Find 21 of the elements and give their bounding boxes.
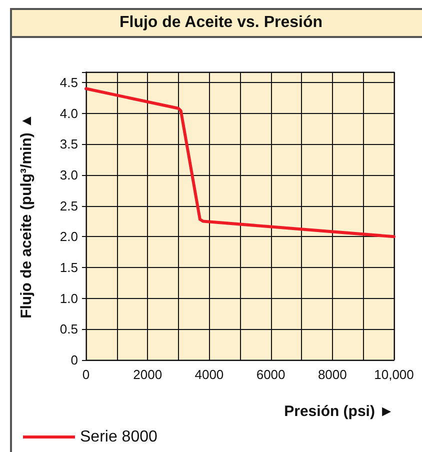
- y-tick-label: 0.5: [60, 322, 78, 337]
- x-tick-label: 6000: [256, 367, 286, 382]
- y-tick-label: 2.5: [60, 198, 78, 214]
- y-tick-label: 3.5: [60, 136, 78, 152]
- y-tick-label: 3.0: [60, 167, 78, 182]
- y-tick-label: 2.0: [60, 229, 78, 244]
- x-tick-label: 8000: [318, 367, 347, 382]
- chart-title: Flujo de Aceite vs. Presión: [12, 10, 422, 38]
- x-tick-label: 2000: [133, 367, 162, 382]
- line-series: [84, 87, 396, 238]
- y-tick-label: 0: [70, 352, 78, 368]
- legend-label: Serie 8000: [80, 428, 158, 446]
- x-axis-title: Presión (psi) ►: [284, 403, 394, 420]
- y-tick-label: 1.0: [60, 290, 78, 306]
- y-tick-label: 4.5: [60, 74, 78, 90]
- y-tick-label: 4.0: [60, 106, 78, 121]
- x-tick-label: 10,000: [374, 367, 414, 382]
- x-tick-label: 0: [82, 367, 90, 382]
- y-tick-label: 1.5: [60, 260, 78, 275]
- y-axis-title: Flujo de aceite (pulg³/min) ▲: [18, 114, 35, 318]
- x-tick-label: 4000: [194, 367, 224, 382]
